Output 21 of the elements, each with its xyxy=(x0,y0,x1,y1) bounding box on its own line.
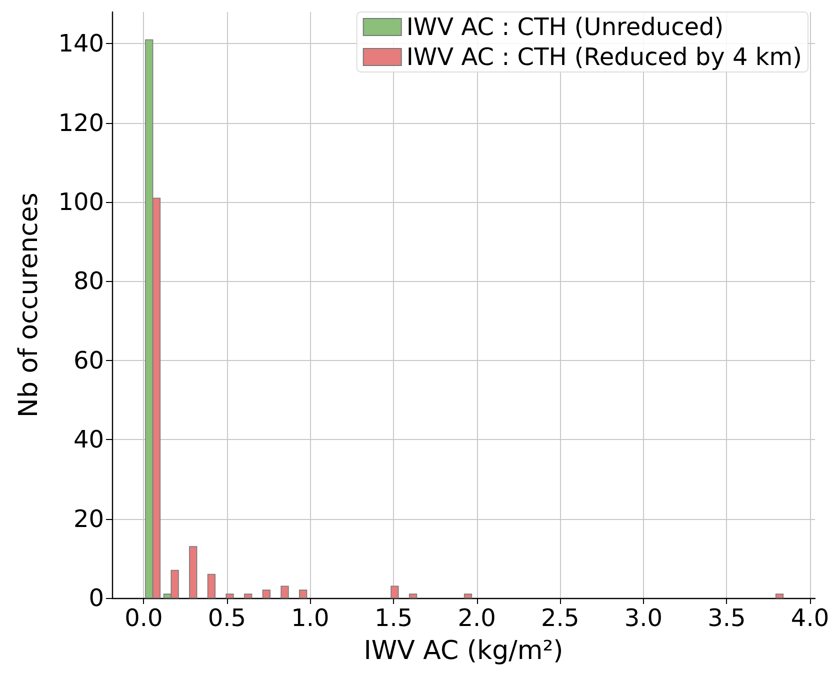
x-tick-label: 1.0 xyxy=(291,604,330,632)
y-axis-title: Nb of occurences xyxy=(14,192,44,418)
x-tick-label: 3.5 xyxy=(708,604,746,632)
y-tick-label: 80 xyxy=(73,267,104,296)
y-tick-label: 60 xyxy=(73,346,104,374)
legend-label: IWV AC : CTH (Reduced by 4 km) xyxy=(406,43,802,71)
x-tick-label: 0.0 xyxy=(124,604,163,632)
y-tick-label: 20 xyxy=(73,504,104,533)
x-tick-label: 2.0 xyxy=(458,604,496,632)
y-tick-label: 120 xyxy=(58,108,104,137)
legend-label: IWV AC : CTH (Unreduced) xyxy=(406,13,724,41)
y-tick-label: 140 xyxy=(58,30,104,58)
x-tick-label: 0.5 xyxy=(208,604,246,632)
x-tick-label: 3.0 xyxy=(624,604,662,632)
x-tick-label: 1.5 xyxy=(374,604,413,632)
y-tick-label: 40 xyxy=(73,426,104,454)
y-tick-label: 100 xyxy=(58,188,104,216)
x-axis-title: IWV AC (kg/m²) xyxy=(364,636,564,666)
y-tick-label: 0 xyxy=(88,584,104,612)
x-tick-label: 4.0 xyxy=(790,604,830,632)
x-tick-label: 2.5 xyxy=(541,604,580,632)
